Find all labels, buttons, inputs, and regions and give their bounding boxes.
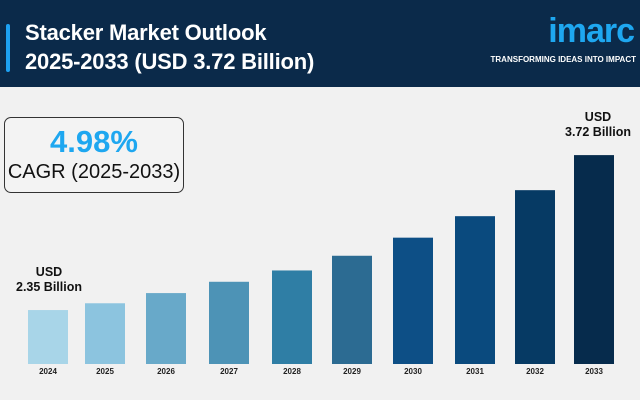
annotation-2033-line2: 3.72 Billion (565, 125, 631, 139)
annotation-2024: USD 2.35 Billion (10, 265, 88, 295)
x-tick-2031: 2031 (466, 367, 484, 376)
x-tick-2030: 2030 (404, 367, 422, 376)
x-tick-2024: 2024 (39, 367, 57, 376)
bar-2026 (146, 293, 186, 364)
bar-2025 (85, 303, 125, 364)
cagr-label: CAGR (2025-2033) (7, 161, 181, 183)
title-line-1: Stacker Market Outlook (25, 20, 267, 45)
bar-2028 (272, 270, 312, 364)
annotation-2033: USD 3.72 Billion (558, 110, 638, 140)
cagr-box: 4.98% CAGR (2025-2033) (4, 117, 184, 193)
cagr-value: 4.98% (50, 124, 138, 159)
bar-2032 (515, 190, 555, 364)
x-tick-2028: 2028 (283, 367, 301, 376)
logo-tagline: TRANSFORMING IDEAS INTO IMPACT (490, 55, 636, 64)
bar-2027 (209, 281, 249, 364)
header-banner: Stacker Market Outlook 2025-2033 (USD 3.… (0, 0, 640, 87)
x-tick-2027: 2027 (220, 367, 238, 376)
bar-2024 (28, 310, 68, 364)
imarc-logo: imarc (548, 12, 635, 50)
bar-2030 (393, 237, 433, 364)
annotation-2033-line1: USD (584, 110, 612, 124)
x-tick-2026: 2026 (157, 367, 175, 376)
title-accent-bar (6, 24, 10, 72)
bar-2029 (332, 255, 372, 364)
bar-2031 (455, 216, 495, 364)
annotation-2024-line2: 2.35 Billion (16, 280, 82, 294)
x-tick-2033: 2033 (585, 367, 603, 376)
annotation-2024-line1: USD (35, 265, 63, 279)
x-tick-2025: 2025 (96, 367, 114, 376)
x-tick-2032: 2032 (526, 367, 544, 376)
x-tick-2029: 2029 (343, 367, 361, 376)
bar-2033 (574, 155, 614, 364)
title-line-2: 2025-2033 (USD 3.72 Billion) (25, 49, 315, 74)
